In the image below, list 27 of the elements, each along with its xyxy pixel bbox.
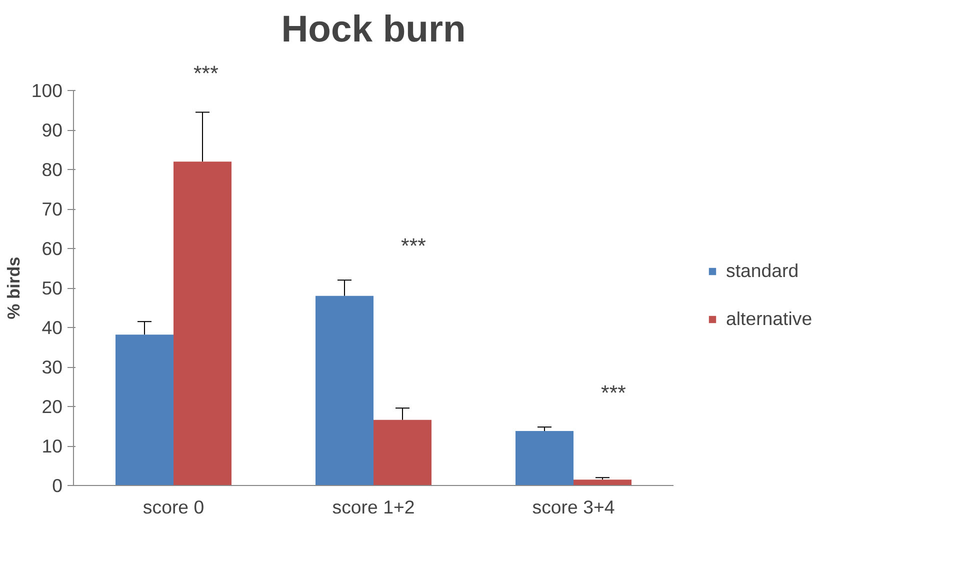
y-tick-label: 80 <box>42 159 63 180</box>
y-tick-label: 10 <box>42 436 63 456</box>
y-tick-label: 30 <box>42 356 63 378</box>
annotation: *** <box>601 381 626 406</box>
x-tick-label: score 3+4 <box>532 496 615 518</box>
bar <box>374 420 432 486</box>
bar <box>316 296 374 486</box>
y-tick-label: 50 <box>42 278 63 298</box>
legend-label: standard <box>726 260 800 282</box>
y-axis-title: % birds <box>3 256 24 320</box>
y-tick-label: 90 <box>42 120 63 140</box>
bar <box>516 430 574 486</box>
y-tick-label: 0 <box>52 475 63 496</box>
y-tick-label: 40 <box>42 317 63 338</box>
y-tick-label: 70 <box>42 198 63 220</box>
y-tick-label: 20 <box>42 396 63 417</box>
bar <box>174 162 232 486</box>
chart-title: Hock burn <box>281 8 466 50</box>
text: *** <box>194 62 218 86</box>
y-tick-label: 60 <box>42 238 63 259</box>
annotation: *** <box>401 234 426 258</box>
y-tick-label: 100 <box>31 80 63 101</box>
bar <box>116 334 174 486</box>
legend-label: alternative <box>726 308 814 330</box>
x-tick-label: score 0 <box>142 496 204 518</box>
bar <box>574 480 632 486</box>
x-tick-label: score 1+2 <box>332 496 415 518</box>
